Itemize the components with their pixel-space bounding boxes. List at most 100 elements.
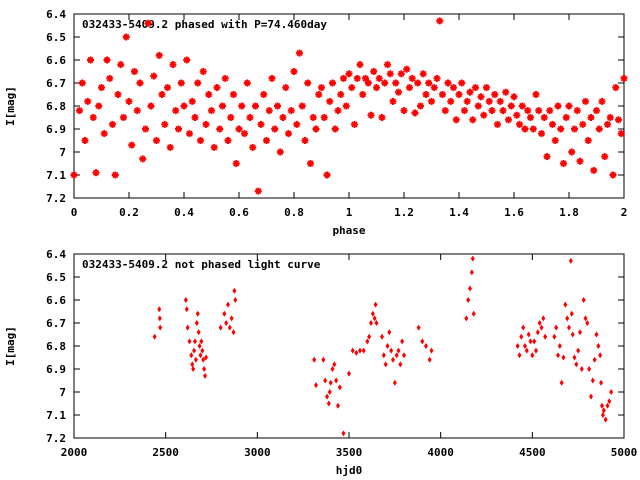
data-point: [136, 79, 144, 87]
data-point: [373, 301, 378, 308]
data-point: [350, 347, 355, 354]
data-point: [530, 352, 535, 359]
data-point: [359, 91, 367, 98]
data-point: [351, 120, 358, 128]
data-point: [507, 102, 515, 110]
data-point: [92, 169, 100, 177]
data-point: [560, 160, 567, 167]
data-point: [325, 393, 329, 400]
data-point: [186, 130, 193, 138]
data-point: [327, 389, 332, 395]
data-point: [429, 347, 434, 354]
data-point: [603, 416, 608, 423]
unphased-y-tick-label: 6.6: [46, 294, 66, 307]
data-point: [354, 349, 359, 356]
phased-x-tick-label: 1.2: [394, 206, 414, 219]
data-point: [326, 97, 334, 105]
data-point: [157, 315, 162, 322]
data-point: [358, 347, 362, 354]
data-point: [218, 324, 223, 331]
data-point: [194, 79, 202, 87]
data-point: [600, 402, 604, 409]
data-point: [224, 320, 229, 326]
data-point: [323, 377, 328, 384]
data-point: [463, 97, 471, 105]
data-point: [185, 324, 190, 331]
data-point: [385, 343, 390, 349]
phased-data-points: [70, 17, 628, 195]
phased-y-tick-label: 6.7: [46, 77, 66, 90]
data-point: [87, 56, 94, 64]
data-point: [607, 398, 612, 405]
data-point: [576, 347, 581, 354]
data-point: [304, 79, 312, 87]
data-point: [609, 389, 614, 395]
data-point: [513, 111, 521, 119]
data-point: [523, 343, 527, 349]
data-point: [420, 338, 425, 345]
data-point: [98, 84, 105, 92]
phased-plot-title: 032433-5409.2 phased with P=74.460day: [82, 18, 327, 31]
data-point: [374, 320, 379, 326]
data-point: [183, 297, 188, 303]
data-point: [361, 347, 366, 354]
data-point: [590, 377, 595, 384]
phased-x-axis-label: phase: [332, 224, 365, 237]
data-point: [422, 91, 430, 98]
data-point: [606, 114, 614, 121]
data-point: [144, 19, 152, 27]
data-point: [332, 361, 337, 368]
data-point: [347, 370, 351, 377]
data-point: [109, 120, 116, 128]
data-point: [203, 372, 208, 379]
data-point: [568, 257, 573, 264]
data-point: [480, 111, 488, 119]
data-point: [474, 102, 482, 110]
data-point: [397, 70, 405, 78]
data-point: [232, 287, 237, 294]
data-point: [469, 116, 477, 124]
data-point: [554, 324, 559, 331]
data-point: [274, 102, 281, 110]
data-point: [419, 70, 427, 78]
data-point: [353, 74, 361, 82]
data-point: [585, 320, 590, 326]
data-point: [330, 366, 335, 372]
unphased-y-axis: 6.4 6.5 6.6 6.7 6.8 6.9 7 7.1 7.2: [46, 248, 624, 445]
data-point: [516, 120, 523, 128]
data-point: [561, 354, 566, 361]
data-point: [161, 120, 169, 128]
phased-y-tick-label: 7.2: [46, 192, 66, 205]
data-point: [230, 91, 237, 98]
data-point: [381, 352, 386, 359]
phased-x-tick-label: 1.8: [559, 206, 579, 219]
data-point: [496, 97, 504, 105]
data-point: [612, 84, 620, 92]
data-point: [268, 74, 276, 82]
data-point: [188, 97, 196, 105]
data-point: [216, 125, 224, 133]
phased-y-axis: 6.4 6.5 6.6 6.7 6.8 6.9 7 7.1 7.2: [46, 8, 624, 205]
data-point: [582, 97, 589, 105]
data-point: [197, 343, 202, 349]
unphased-plot: 032433-5409.2 not phased light curve 200…: [4, 248, 637, 477]
data-point: [204, 354, 208, 361]
data-point: [153, 137, 160, 144]
data-point: [341, 430, 346, 437]
data-point: [328, 379, 333, 386]
data-point: [175, 125, 182, 133]
data-point: [76, 107, 83, 115]
data-point: [601, 153, 609, 161]
data-point: [184, 306, 189, 313]
data-point: [329, 79, 336, 87]
data-point: [128, 141, 136, 149]
data-point: [254, 187, 262, 195]
unphased-y-tick-label: 7.1: [46, 409, 66, 422]
data-point: [598, 97, 606, 105]
data-point: [367, 333, 372, 340]
data-point: [287, 107, 295, 115]
data-point: [601, 407, 606, 414]
data-point: [615, 116, 622, 124]
data-point: [528, 338, 533, 345]
data-point: [139, 155, 147, 163]
